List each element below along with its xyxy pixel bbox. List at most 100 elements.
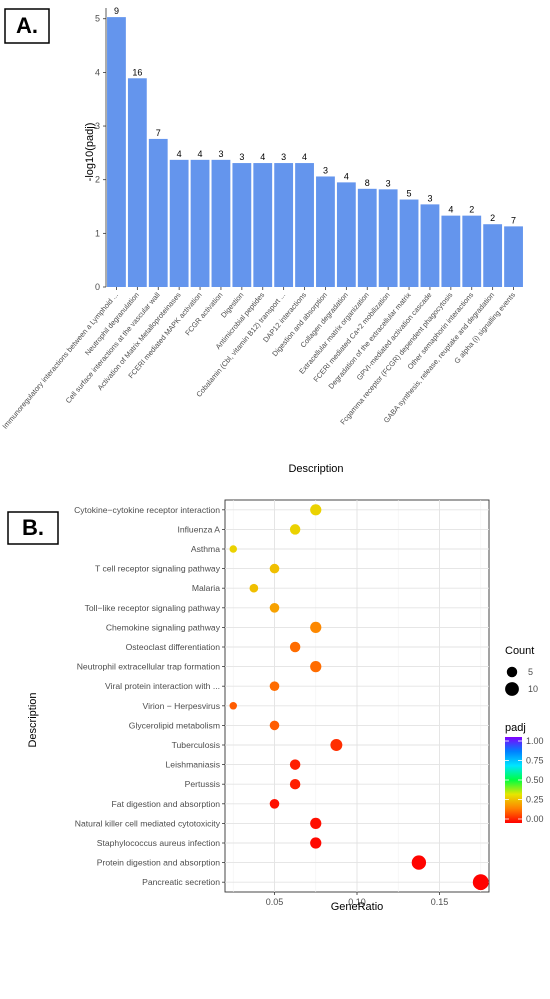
dot-point <box>269 603 280 613</box>
bar <box>483 224 503 287</box>
bar-count-label: 8 <box>365 178 370 188</box>
bar <box>441 215 461 287</box>
bar-count-label: 3 <box>427 193 432 203</box>
bar-count-label: 4 <box>198 149 203 159</box>
dot-marks <box>229 504 489 891</box>
bar-count-label: 3 <box>323 165 328 175</box>
bar-count-label: 7 <box>156 128 161 138</box>
dot-category-label: T cell receptor signaling pathway <box>95 564 221 574</box>
bar <box>190 159 210 287</box>
dot-category-label: Osteoclast differentiation <box>126 642 221 652</box>
legend-padj-tick-label: 1.00 <box>526 736 544 746</box>
dot-point <box>310 660 322 673</box>
bar-count-label: 16 <box>132 67 142 77</box>
bar-count-label: 7 <box>511 215 516 225</box>
dot-point <box>229 702 237 710</box>
bar-count-label: 3 <box>281 152 286 162</box>
legend-size-dot <box>506 666 518 678</box>
bar-count-label: 3 <box>386 178 391 188</box>
legend-size-dot <box>505 682 519 696</box>
bar <box>357 188 377 287</box>
bar <box>274 163 294 287</box>
dot-point <box>310 817 322 830</box>
dot-category-label: Pertussis <box>185 779 220 789</box>
bar <box>378 189 398 287</box>
dot-point <box>269 563 280 574</box>
bar <box>336 182 356 287</box>
bar-y-tick-label: 2 <box>95 175 100 185</box>
legend-size-entries: 5 10 <box>505 666 538 696</box>
legend-count-title: Count <box>505 645 534 657</box>
dot-point <box>411 855 427 870</box>
dot-point <box>289 524 301 535</box>
dot-point <box>289 641 301 653</box>
dot-category-label: Pancreatic secretion <box>142 877 220 887</box>
dot-point <box>310 837 322 849</box>
dot-gridlines <box>225 500 489 892</box>
legend-padj-title: padj <box>505 722 526 734</box>
dot-category-label: Staphylococcus aureus infection <box>97 838 220 848</box>
bar-count-label: 2 <box>490 213 495 223</box>
bar-marks <box>107 17 523 288</box>
dot-category-label: Toll−like receptor signaling pathway <box>85 603 221 613</box>
bar-count-label: 3 <box>218 149 223 159</box>
bar <box>295 163 314 287</box>
bar <box>127 78 147 288</box>
dot-category-label: Viral protein interaction with ... <box>105 681 220 691</box>
bar-y-tick-label: 1 <box>95 228 100 238</box>
dot-y-axis-title: Description <box>27 692 39 747</box>
dot-category-label: Fat digestion and absorption <box>112 799 221 809</box>
bar <box>148 138 168 287</box>
dot-category-label: Glycerolipid metabolism <box>129 720 220 730</box>
dot-category-label: Neutrophil extracellular trap formation <box>77 662 221 672</box>
dot-point <box>229 545 237 553</box>
panel-b-label: B. <box>7 511 59 545</box>
bar <box>107 17 126 287</box>
bar-count-label: 9 <box>114 6 119 16</box>
legend-size-label: 5 <box>528 667 533 677</box>
legend-padj-colorbar <box>505 737 522 823</box>
bar <box>504 226 523 287</box>
dot-category-label: Malaria <box>192 583 220 593</box>
bar-count-label: 2 <box>469 205 474 215</box>
bar-y-tick-label: 5 <box>95 14 100 24</box>
legend-padj-ticks: 1.00 0.75 0.50 0.25 0.00 <box>505 736 544 824</box>
bar-category-label: Cell surface interactions at the vascula… <box>64 290 162 405</box>
bar-x-tick-labels: Immunoregulatory interactions between a … <box>0 287 517 431</box>
dot-x-tick-label: 0.10 <box>348 897 366 907</box>
dot-category-label: Leishmaniasis <box>166 760 220 770</box>
panel-a-label-text: A. <box>16 13 38 38</box>
bar <box>232 163 252 287</box>
dot-y-tick-labels: Cytokine−cytokine receptor interaction In… <box>74 505 225 887</box>
dot-category-label: Influenza A <box>177 524 220 534</box>
dot-point <box>472 874 489 891</box>
bar-count-label: 4 <box>260 152 265 162</box>
bar <box>316 176 335 287</box>
dot-point <box>269 681 280 691</box>
bar-y-tick-label: 3 <box>95 121 100 131</box>
bar <box>211 159 231 287</box>
legend-padj-tick-label: 0.25 <box>526 795 544 805</box>
bar-count-labels: 9 16 7 4 4 3 3 4 3 4 3 4 8 3 5 3 4 2 2 7 <box>114 6 516 225</box>
bar-chart: 9 16 7 4 4 3 3 4 3 4 3 4 8 3 5 3 4 2 2 7 0 1 2 3 4 5 Immunoregul… <box>0 6 523 475</box>
bar-x-axis-title: Description <box>288 463 343 475</box>
dot-category-label: Protein digestion and absorption <box>97 858 220 868</box>
legend-padj-tick-label: 0.00 <box>526 814 544 824</box>
dot-point <box>330 739 343 751</box>
bar <box>420 204 440 287</box>
dot-x-tick-labels: 0.05 0.10 0.15 <box>266 892 449 907</box>
legend-padj-tick-label: 0.50 <box>526 775 544 785</box>
bar-y-axis: 0 1 2 3 4 5 <box>95 8 107 292</box>
dot-category-label: Asthma <box>191 544 220 554</box>
dot-x-tick-label: 0.15 <box>431 897 449 907</box>
dot-chart: Cytokine−cytokine receptor interaction In… <box>27 499 544 913</box>
dot-point <box>289 759 301 770</box>
panel-b-label-text: B. <box>22 515 44 540</box>
dot-category-label: Tuberculosis <box>172 740 220 750</box>
legend-size-label: 10 <box>528 684 538 694</box>
dot-x-tick-label: 0.05 <box>266 897 284 907</box>
bar <box>462 215 482 287</box>
dot-x-axis-title: GeneRatio <box>331 901 384 913</box>
dot-point <box>310 621 322 634</box>
